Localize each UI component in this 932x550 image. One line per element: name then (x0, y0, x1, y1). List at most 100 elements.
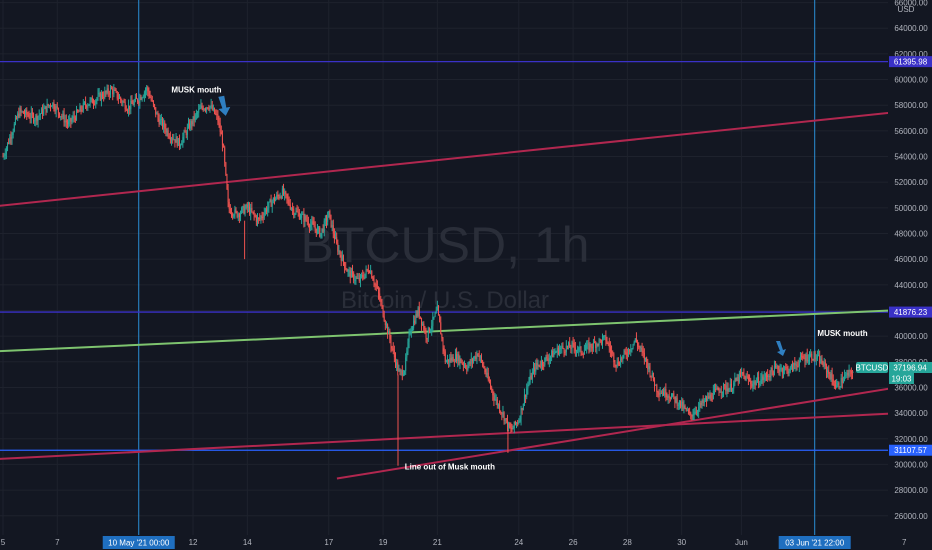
candle-body (302, 214, 304, 216)
candle-body (52, 102, 54, 107)
candle-body (116, 91, 118, 99)
candle-body (246, 204, 248, 208)
candle-body (146, 87, 148, 91)
candle-body (565, 345, 567, 353)
candle-body (95, 100, 97, 104)
candle-body (87, 105, 89, 108)
candle-body (482, 360, 484, 366)
candle-body (674, 396, 676, 403)
candle-body (324, 218, 326, 221)
candle-body (266, 209, 268, 212)
candle-body (55, 106, 57, 112)
candle-body (96, 98, 98, 101)
candle-body (591, 347, 593, 349)
candle-body (639, 346, 641, 349)
candle-body (432, 316, 434, 326)
candle-body (755, 381, 757, 385)
candle-body (683, 406, 685, 409)
candle-body (790, 364, 792, 368)
candle-body (622, 355, 624, 360)
time-axis[interactable]: 5 7 12 14 17 19 21 24 26 28 30 Jun 7 10 May '21 00:00… (0, 535, 932, 550)
candle-body (339, 250, 341, 256)
candle-body (79, 106, 81, 112)
candle-body (160, 118, 162, 120)
candle-body (251, 207, 253, 212)
candle-body (650, 375, 652, 377)
candle-body (199, 108, 201, 110)
candle-body (319, 227, 321, 237)
candle-body (760, 379, 762, 385)
candle-body (401, 370, 403, 376)
candle-body (311, 221, 313, 225)
candle-body (230, 213, 232, 215)
candle-body (483, 365, 485, 368)
candle-body (577, 350, 579, 352)
candle-body (544, 357, 546, 365)
candle-body (848, 370, 850, 376)
candle-body (829, 373, 831, 380)
candle-body (113, 90, 115, 95)
candle-body (700, 402, 702, 405)
candle-body (362, 275, 364, 278)
candle-body (797, 365, 799, 367)
candle-body (715, 388, 717, 390)
candle-body (225, 162, 227, 175)
candle-body (559, 349, 561, 355)
candle-body (315, 228, 317, 234)
candle-body (100, 93, 102, 101)
trend-lines[interactable] (0, 104, 932, 480)
candle-body (400, 370, 402, 372)
candle-body (268, 201, 270, 208)
candle-body (426, 338, 428, 340)
candle-body (589, 343, 591, 351)
y-tick-label: 58000.00 (894, 101, 928, 110)
candle-body (385, 324, 387, 326)
candle-body (661, 392, 663, 394)
candle-body (630, 349, 632, 352)
x-tick-label: 12 (189, 538, 198, 547)
candle-body (531, 371, 533, 380)
candle-body (687, 410, 689, 413)
candle-body (340, 255, 342, 261)
candle-body (396, 362, 398, 366)
candle-body (330, 214, 332, 227)
candle-body (60, 116, 62, 118)
candle-body (738, 372, 740, 382)
candle-body (494, 399, 496, 401)
candle-body (255, 216, 257, 222)
candle-body (557, 347, 559, 355)
candle-body (341, 255, 343, 261)
candle-body (510, 427, 512, 430)
candle-body (109, 88, 111, 95)
candle-body (366, 269, 368, 271)
candle-body (592, 341, 594, 348)
candle-body (685, 407, 687, 411)
candle-body (242, 206, 244, 208)
candle-body (298, 212, 300, 220)
candle-body (453, 361, 455, 363)
annotations[interactable]: MUSK mouth MUSK mouth Line out of Musk mou… (171, 85, 867, 471)
candle-body (633, 341, 635, 344)
candle-body (796, 364, 798, 366)
candle-body (594, 341, 596, 343)
candle-body (303, 214, 305, 222)
horizontal-level-tag (889, 306, 932, 318)
candle-body (395, 357, 397, 366)
candle-body (107, 88, 109, 94)
candle-body (183, 131, 185, 138)
candle-body (604, 335, 606, 337)
candle-body (477, 354, 479, 357)
price-axis[interactable]: USD 26000.00 28000.00 30000.00 32000.00 3400… (888, 0, 932, 535)
candle-body (48, 105, 50, 107)
candle-body (278, 195, 280, 198)
candle-body (10, 137, 12, 139)
candle-body (664, 389, 666, 396)
candle-body (563, 348, 565, 352)
candle-body (833, 384, 835, 386)
candle-body (119, 97, 121, 99)
candle-body (405, 357, 407, 371)
candle-body (517, 422, 519, 424)
candle-body (561, 345, 563, 348)
candle-body (571, 342, 573, 349)
